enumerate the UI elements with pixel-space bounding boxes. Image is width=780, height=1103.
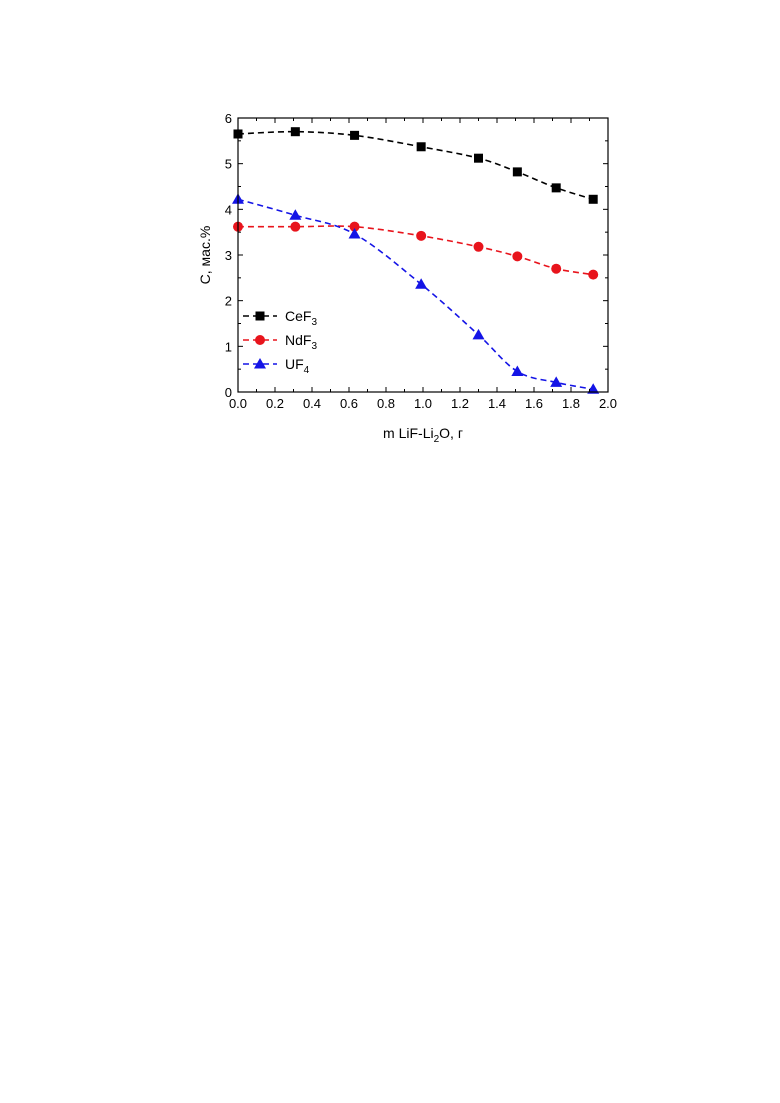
- legend-item: NdF3: [243, 332, 317, 352]
- y-tick-label: 2: [225, 294, 232, 309]
- data-point: [417, 142, 426, 151]
- data-point: [513, 167, 522, 176]
- x-tick-label: 0.4: [303, 396, 321, 411]
- axis-labels: m LiF-Li2O, г C, мас.%: [197, 226, 463, 445]
- x-tick-label: 1.8: [562, 396, 580, 411]
- series-ndf3: [233, 222, 598, 280]
- legend: CeF3 NdF3 UF4: [243, 308, 317, 376]
- x-tick-label: 0.8: [377, 396, 395, 411]
- x-tick-label: 2.0: [599, 396, 617, 411]
- y-tick-label: 0: [225, 385, 232, 400]
- data-point: [291, 127, 300, 136]
- x-axis-title: m LiF-Li2O, г: [383, 425, 463, 445]
- y-tick-label: 5: [225, 157, 232, 172]
- series-line: [238, 226, 593, 275]
- x-tick-label: 1.6: [525, 396, 543, 411]
- legend-label: NdF3: [285, 332, 317, 352]
- y-tick-label: 1: [225, 339, 232, 354]
- data-point: [552, 183, 561, 192]
- series-line: [238, 132, 593, 200]
- data-point: [589, 195, 598, 204]
- legend-item: CeF3: [243, 308, 317, 328]
- data-point: [349, 228, 361, 239]
- x-tick-label: 1.2: [451, 396, 469, 411]
- x-tick-label: 0.6: [340, 396, 358, 411]
- axes: 0.00.20.40.60.81.01.21.41.61.82.00123456: [225, 111, 617, 411]
- data-point: [474, 154, 483, 163]
- data-point: [588, 270, 598, 280]
- x-tick-label: 1.0: [414, 396, 432, 411]
- data-point: [511, 365, 523, 376]
- y-tick-label: 3: [225, 248, 232, 263]
- x-tick-label: 0.2: [266, 396, 284, 411]
- series-layer: [232, 127, 599, 394]
- y-tick-label: 6: [225, 111, 232, 126]
- series-cef3: [234, 127, 598, 204]
- legend-item: UF4: [243, 356, 310, 376]
- legend-marker: [256, 312, 265, 321]
- x-tick-label: 1.4: [488, 396, 506, 411]
- legend-label: CeF3: [285, 308, 317, 328]
- legend-label: UF4: [285, 356, 310, 376]
- data-point: [415, 278, 427, 289]
- data-point: [290, 222, 300, 232]
- y-tick-label: 4: [225, 202, 232, 217]
- legend-marker: [255, 335, 265, 345]
- data-point: [512, 251, 522, 261]
- data-point: [350, 131, 359, 140]
- data-point: [551, 264, 561, 274]
- data-point: [474, 242, 484, 252]
- plot-frame: [238, 118, 608, 392]
- data-point: [416, 231, 426, 241]
- y-axis-title: C, мас.%: [197, 226, 213, 285]
